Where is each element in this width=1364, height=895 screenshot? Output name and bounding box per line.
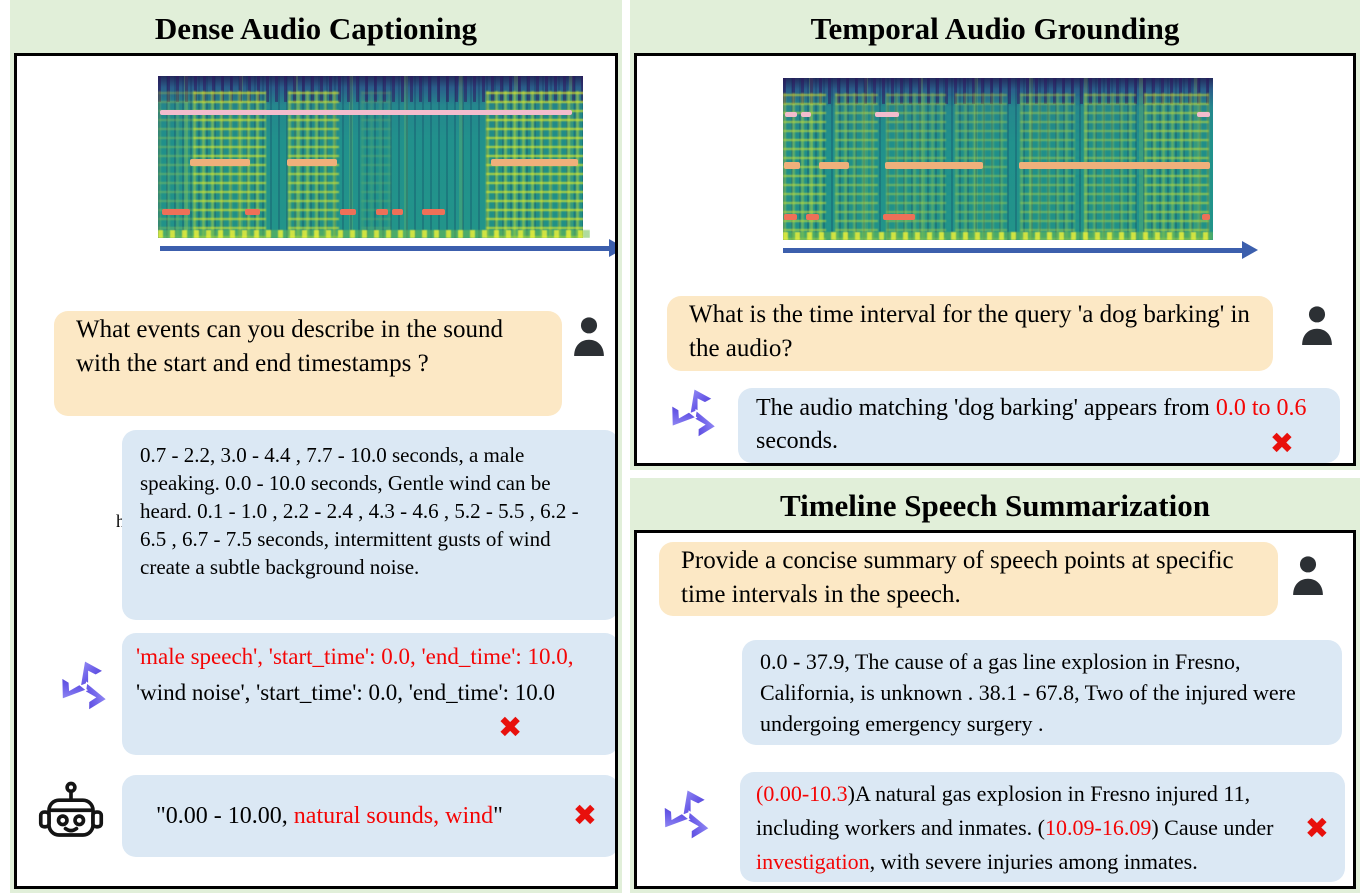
text-segment-red: 10.09-16.09 xyxy=(1045,815,1152,840)
user-avatar xyxy=(565,309,613,361)
user-avatar xyxy=(1294,298,1340,350)
time-axis-arrow xyxy=(783,241,1258,259)
orange-timestamp-marker xyxy=(884,162,983,170)
text-segment-red: natural sounds, wind xyxy=(293,802,494,829)
baseline-answer-bubble-dense-captioning: "0.00 - 10.00, natural sounds, wind" ✖ xyxy=(122,775,615,857)
text-segment-black: , with severe injuries among inmates. xyxy=(869,849,1198,874)
user-icon xyxy=(574,317,604,356)
text-segment-black: seconds. xyxy=(756,428,838,454)
ground-truth-bubble-timeline-summarization: 0.0 - 37.9, The cause of a gas line expl… xyxy=(742,640,1342,745)
text-segment-black: 'wind noise', 'start_time': 0.0, 'end_ti… xyxy=(136,680,556,705)
question-bubble-dense-captioning: What events can you describe in the soun… xyxy=(54,311,562,416)
ground-truth-text: 0.0 - 37.9, The cause of a gas line expl… xyxy=(760,649,1296,736)
user-avatar xyxy=(1285,548,1331,600)
baseline-answer-text: "0.00 - 10.00, natural sounds, wind" xyxy=(156,803,503,830)
question-text: Provide a concise summary of speech poin… xyxy=(681,547,1234,608)
red-timestamp-marker xyxy=(161,208,190,215)
wrong-mark-icon: ✖ xyxy=(498,710,523,744)
red-timestamp-marker xyxy=(421,208,445,215)
model-answer-text: 'male speech', 'start_time': 0.0, 'end_t… xyxy=(136,644,573,705)
orange-timestamp-marker xyxy=(287,158,337,166)
spectrogram-dense-captioning xyxy=(158,76,590,238)
ground-truth-text: 0.7 - 2.2, 3.0 - 4.4 , 7.7 - 10.0 second… xyxy=(140,443,579,579)
robot-icon xyxy=(38,781,104,837)
text-segment-black: "0.00 - 10.00, xyxy=(156,802,294,829)
text-segment-red: 0.0 to 0.6 xyxy=(1215,395,1307,421)
wrong-mark-icon: ✖ xyxy=(1269,426,1294,460)
text-segment-black: The audio matching 'dog barking' appears… xyxy=(756,395,1216,421)
qwen-logo-icon xyxy=(52,659,110,717)
orange-timestamp-marker xyxy=(189,158,250,166)
time-axis-arrow xyxy=(160,239,615,257)
panel-body-dense-audio-captioning: What events can you describe in the soun… xyxy=(14,53,618,889)
panel-title: Temporal Audio Grounding xyxy=(810,10,1180,46)
red-timestamp-marker xyxy=(376,208,388,215)
pink-timestamp-marker xyxy=(875,112,900,118)
pink-timestamp-marker xyxy=(785,112,798,118)
text-segment-black: )A natural gas explosion in Fresno injur… xyxy=(756,781,1251,840)
pink-timestamp-marker xyxy=(160,110,572,116)
panel-header-temporal-audio-grounding: Temporal Audio Grounding xyxy=(634,4,1356,53)
user-icon xyxy=(1302,306,1332,345)
qwen-logo-icon xyxy=(662,387,719,444)
qwen-logo-icon xyxy=(654,788,713,846)
spectrogram-temporal-grounding xyxy=(783,78,1213,240)
red-timestamp-marker xyxy=(392,208,403,215)
panel-body-temporal-audio-grounding: What is the time interval for the query … xyxy=(634,53,1356,466)
panel-header-timeline-speech-summarization: Timeline Speech Summarization xyxy=(634,482,1356,530)
model-answer-text: The audio matching 'dog barking' appears… xyxy=(756,395,1307,454)
question-text: What is the time interval for the query … xyxy=(689,301,1250,362)
model-answer-text: (0.00-10.3)A natural gas explosion in Fr… xyxy=(756,781,1274,874)
question-bubble-temporal-grounding: What is the time interval for the query … xyxy=(667,296,1273,371)
question-text: What events can you describe in the soun… xyxy=(76,316,503,377)
red-timestamp-marker xyxy=(805,214,820,221)
section-temporal-audio-grounding: Temporal Audio Grounding What is the tim… xyxy=(630,0,1360,470)
model-answer-bubble-dense-captioning: 'male speech', 'start_time': 0.0, 'end_t… xyxy=(122,633,615,755)
red-timestamp-marker xyxy=(783,214,798,221)
panel-title: Timeline Speech Summarization xyxy=(780,488,1210,523)
red-timestamp-marker xyxy=(339,208,356,215)
panel-header-dense-audio-captioning: Dense Audio Captioning xyxy=(14,4,618,53)
section-timeline-speech-summarization: Timeline Speech Summarization Provide a … xyxy=(630,478,1360,893)
pink-timestamp-marker xyxy=(1197,112,1210,118)
orange-timestamp-marker xyxy=(490,158,578,166)
red-timestamp-marker xyxy=(1201,214,1210,221)
question-bubble-timeline-summarization: Provide a concise summary of speech poin… xyxy=(659,542,1278,616)
spectrogram-edge-strip xyxy=(583,76,590,238)
text-segment-red: investigation xyxy=(756,849,870,874)
red-timestamp-marker xyxy=(883,214,915,221)
model-avatar xyxy=(662,385,721,444)
baseline-avatar xyxy=(38,780,104,851)
wrong-mark-icon: ✖ xyxy=(572,798,597,832)
text-segment-black: " xyxy=(493,802,503,829)
model-answer-bubble-timeline-summarization: ✖ (0.00-10.3)A natural gas explosion in … xyxy=(740,772,1345,882)
red-timestamp-marker xyxy=(244,208,260,215)
text-segment-red: (0.00-10.3 xyxy=(756,781,848,806)
text-segment-black: ) Cause under xyxy=(1151,815,1274,840)
ground-truth-bubble-dense-captioning: 0.7 - 2.2, 3.0 - 4.4 , 7.7 - 10.0 second… xyxy=(122,430,615,620)
orange-timestamp-marker xyxy=(783,162,801,170)
panel-body-timeline-speech-summarization: Provide a concise summary of speech poin… xyxy=(634,530,1356,889)
pink-timestamp-marker xyxy=(801,112,811,118)
orange-timestamp-marker xyxy=(819,162,849,170)
orange-timestamp-marker xyxy=(1019,162,1210,170)
panel-title: Dense Audio Captioning xyxy=(154,10,478,46)
model-avatar xyxy=(52,657,112,717)
stray-character: h xyxy=(116,511,125,531)
user-icon xyxy=(1293,556,1323,595)
model-answer-bubble-temporal-grounding: The audio matching 'dog barking' appears… xyxy=(738,388,1340,463)
wrong-mark-icon: ✖ xyxy=(1304,811,1329,845)
section-dense-audio-captioning: Dense Audio Captioning What events can y… xyxy=(10,0,622,893)
model-avatar xyxy=(654,786,715,846)
text-segment-red: 'male speech', 'start_time': 0.0, 'end_t… xyxy=(136,644,574,669)
